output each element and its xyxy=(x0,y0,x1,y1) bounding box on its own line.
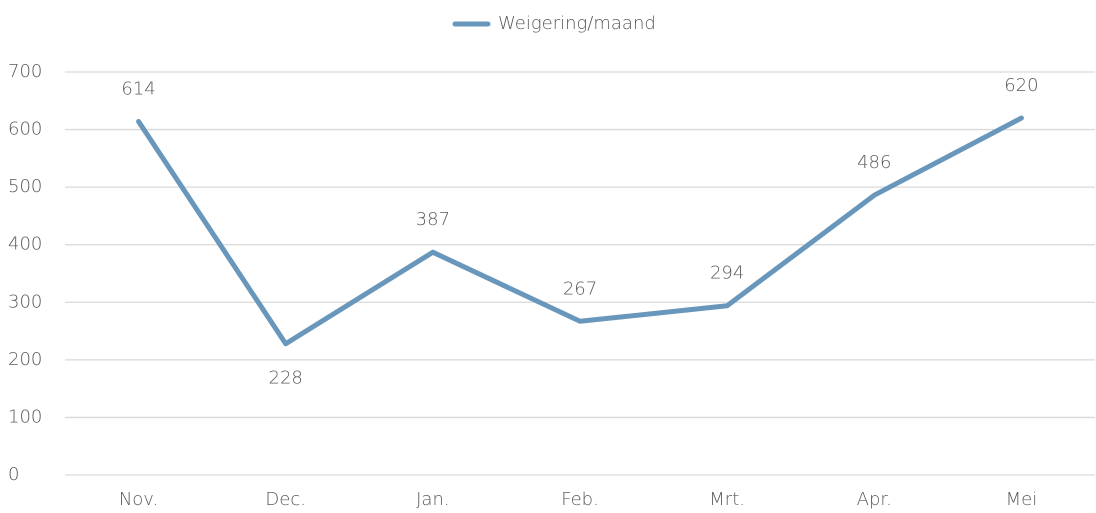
x-tick-label: Mrt. xyxy=(709,489,745,510)
y-tick-label: 300 xyxy=(8,291,42,312)
data-label: 614 xyxy=(121,79,155,100)
data-label: 294 xyxy=(710,263,744,284)
y-tick-label: 200 xyxy=(8,349,42,370)
legend-label: Weigering/maand xyxy=(498,13,656,34)
x-tick-label: Jan. xyxy=(416,489,449,510)
y-tick-label: 0 xyxy=(8,464,19,485)
x-tick-label: Nov. xyxy=(119,489,158,510)
y-tick-label: 400 xyxy=(8,234,42,255)
x-tick-label: Dec. xyxy=(265,489,306,510)
x-tick-label: Mei xyxy=(1006,489,1038,510)
data-label: 267 xyxy=(563,278,597,299)
data-label: 387 xyxy=(416,209,450,230)
data-label: 228 xyxy=(269,368,303,389)
data-label: 486 xyxy=(857,152,891,173)
y-tick-label: 500 xyxy=(8,176,42,197)
x-tick-label: Apr. xyxy=(857,489,892,510)
x-tick-label: Feb. xyxy=(561,489,599,510)
data-label: 620 xyxy=(1004,75,1038,96)
y-tick-label: 100 xyxy=(8,406,42,427)
y-tick-label: 600 xyxy=(8,119,42,140)
y-tick-label: 700 xyxy=(8,61,42,82)
line-series xyxy=(136,115,1024,347)
